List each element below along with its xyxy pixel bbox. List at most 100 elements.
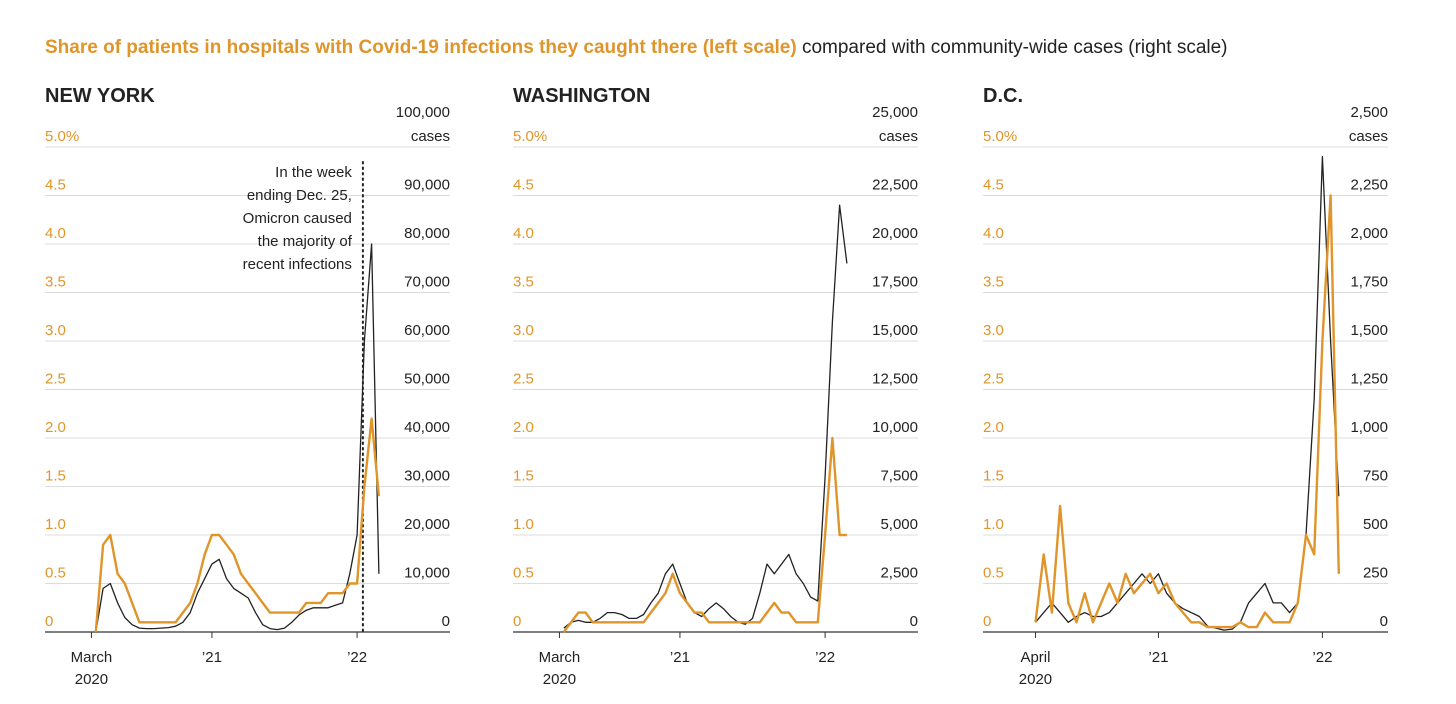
y-tick-label: 2.0 (45, 419, 66, 436)
series-line (95, 243, 380, 633)
x-tick-label: ’22 (1312, 649, 1332, 666)
chart-title: Share of patients in hospitals with Covi… (45, 37, 1228, 58)
y-tick-label: 2.5 (513, 371, 534, 388)
y2-axis-label: cases (1349, 128, 1388, 145)
y-tick-label: 1.0 (45, 516, 66, 533)
y2-tick-label: 50,000 (404, 371, 450, 388)
y2-tick-label: 70,000 (404, 274, 450, 291)
y2-tick-label: 80,000 (404, 225, 450, 242)
x-tick-label-line: ’21 (1148, 649, 1168, 666)
series-line (94, 417, 381, 633)
title-rest: compared with community-wide cases (righ… (797, 37, 1228, 58)
y2-axis-label: cases (879, 128, 918, 145)
y2-tick-label: 2,000 (1350, 225, 1388, 242)
y-tick-label: 5.0% (513, 128, 547, 145)
series-line (1034, 194, 1340, 629)
y2-axis-label: cases (411, 128, 450, 145)
y-tick-label: 4.0 (513, 225, 534, 242)
y2-tick-label: 1,750 (1350, 274, 1388, 291)
x-tick-label-line: ’22 (815, 649, 835, 666)
x-tick-label-line: ’21 (670, 649, 690, 666)
y2-tick-label: 5,000 (880, 516, 918, 533)
y-tick-label: 3.0 (983, 322, 1004, 339)
x-tick-label: April 2020 (1019, 649, 1052, 688)
x-tick-label: March 2020 (71, 649, 113, 688)
y2-tick-label: 20,000 (872, 225, 918, 242)
y2-tick-label: 2,250 (1350, 177, 1388, 194)
y2-tick-label: 100,000 (396, 104, 450, 121)
y-tick-label: 4.0 (983, 225, 1004, 242)
y2-tick-label: 10,000 (404, 565, 450, 582)
y2-tick-label: 60,000 (404, 322, 450, 339)
x-tick-label: ’22 (347, 649, 367, 666)
y-tick-label: 3.0 (45, 322, 66, 339)
x-tick-label-line: 2020 (1019, 671, 1052, 688)
series-line (563, 204, 848, 629)
x-tick-label-line: April (1020, 649, 1050, 666)
x-tick-label-line: ’22 (347, 649, 367, 666)
y-tick-label: 2.0 (983, 419, 1004, 436)
y-tick-label: 3.0 (513, 322, 534, 339)
annotation-text: recent infections (243, 256, 352, 273)
panel-title: NEW YORK (45, 85, 155, 107)
x-tick-label: March 2020 (539, 649, 581, 688)
y-tick-label: 3.5 (983, 274, 1004, 291)
y-tick-label: 4.5 (983, 177, 1004, 194)
y2-tick-label: 22,500 (872, 177, 918, 194)
y2-tick-label: 12,500 (872, 371, 918, 388)
y2-tick-label: 0 (910, 613, 918, 630)
title-highlight: Share of patients in hospitals with Covi… (45, 37, 797, 58)
y2-tick-label: 500 (1363, 516, 1388, 533)
annotation-text: Omicron caused (243, 210, 352, 227)
y2-tick-label: 250 (1363, 565, 1388, 582)
y-tick-label: 0 (983, 613, 991, 630)
y2-tick-label: 40,000 (404, 419, 450, 436)
x-tick-label: ’21 (1148, 649, 1168, 666)
x-tick-label: ’21 (670, 649, 690, 666)
y-tick-label: 2.5 (45, 371, 66, 388)
x-tick-label-line: 2020 (75, 671, 108, 688)
y2-tick-label: 1,500 (1350, 322, 1388, 339)
y2-tick-label: 30,000 (404, 468, 450, 485)
y-tick-label: 1.5 (983, 468, 1004, 485)
panel-title: D.C. (983, 85, 1023, 107)
y-tick-label: 0.5 (983, 565, 1004, 582)
y2-tick-label: 2,500 (1350, 104, 1388, 121)
y-tick-label: 1.0 (513, 516, 534, 533)
x-tick-label-line: ’22 (1312, 649, 1332, 666)
y2-tick-label: 17,500 (872, 274, 918, 291)
y2-tick-label: 15,000 (872, 322, 918, 339)
x-tick-label-line: ’21 (202, 649, 222, 666)
y-tick-label: 0 (513, 613, 521, 630)
series-line (1035, 156, 1340, 631)
y2-tick-label: 750 (1363, 468, 1388, 485)
y2-tick-label: 25,000 (872, 104, 918, 121)
y2-tick-label: 10,000 (872, 419, 918, 436)
y2-tick-label: 0 (1380, 613, 1388, 630)
y-tick-label: 4.5 (513, 177, 534, 194)
y2-tick-label: 90,000 (404, 177, 450, 194)
y-tick-label: 5.0% (45, 128, 79, 145)
y2-tick-label: 1,250 (1350, 371, 1388, 388)
x-tick-label: ’22 (815, 649, 835, 666)
y-tick-label: 3.5 (45, 274, 66, 291)
x-tick-label-line: March (539, 649, 581, 666)
y2-tick-label: 2,500 (880, 565, 918, 582)
y-tick-label: 4.0 (45, 225, 66, 242)
annotation-text: the majority of (258, 233, 353, 250)
y-tick-label: 1.5 (513, 468, 534, 485)
x-tick-label-line: 2020 (543, 671, 576, 688)
annotation-text: In the week (275, 164, 352, 181)
y2-tick-label: 0 (442, 613, 450, 630)
y-tick-label: 0.5 (45, 565, 66, 582)
y2-tick-label: 7,500 (880, 468, 918, 485)
y-tick-label: 0.5 (513, 565, 534, 582)
y-tick-label: 0 (45, 613, 53, 630)
y-tick-label: 2.0 (513, 419, 534, 436)
y-tick-label: 2.5 (983, 371, 1004, 388)
y-tick-label: 3.5 (513, 274, 534, 291)
annotation-text: ending Dec. 25, (247, 187, 352, 204)
x-tick-label-line: March (71, 649, 113, 666)
y-tick-label: 4.5 (45, 177, 66, 194)
